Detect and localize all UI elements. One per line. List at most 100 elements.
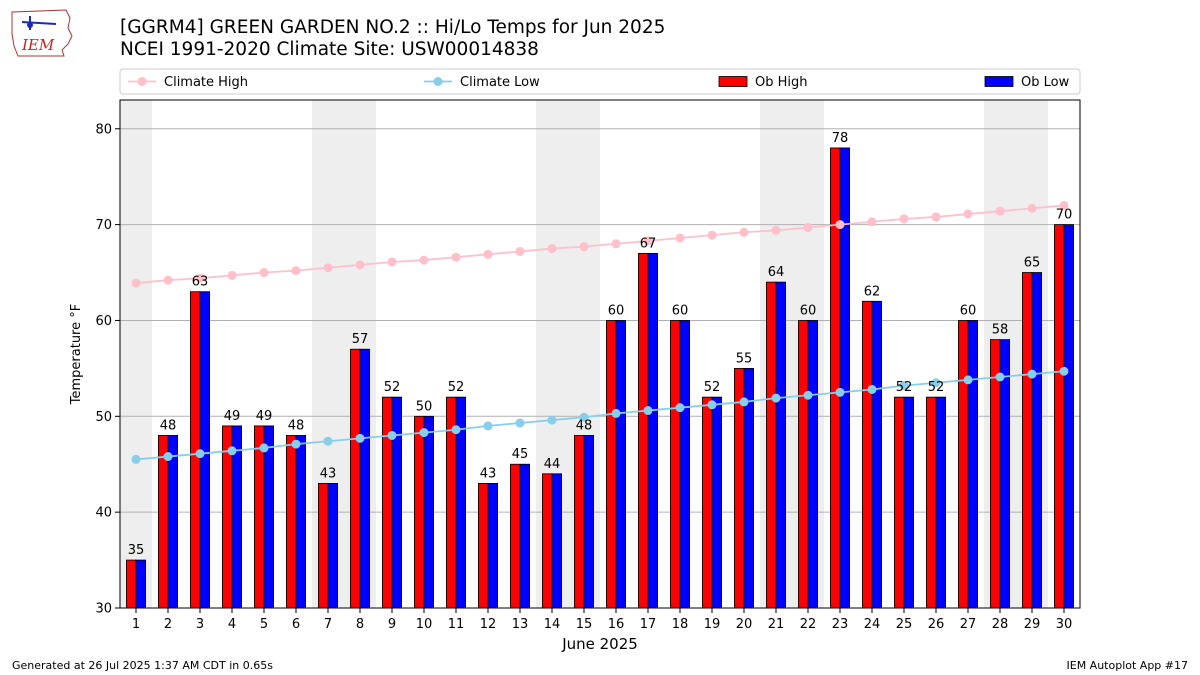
ob-low-bar-day-23 (839, 147, 851, 609)
bar-value-label-day-30: 70 (1056, 208, 1073, 223)
ob-low-bar-day-2 (167, 435, 179, 609)
x-tick-label-18: 18 (672, 617, 689, 632)
climate-high-point-day-29 (1027, 203, 1037, 213)
climate-low-point-day-20 (739, 397, 749, 407)
x-tick-label-30: 30 (1056, 617, 1073, 632)
legend-swatch-ob-low (984, 76, 1014, 87)
ob-low-bar-day-12 (487, 482, 499, 609)
ob-low-bar-day-22 (807, 320, 819, 609)
legend-label-ob-low: Ob Low (1021, 75, 1070, 90)
climate-low-point-day-14 (547, 415, 557, 425)
ob-low-bar-day-5 (263, 425, 275, 609)
climate-high-point-day-20 (739, 227, 749, 237)
ob-low-bar-day-17 (647, 252, 659, 609)
legend-marker-climate-low (433, 77, 443, 86)
y-tick-label-80: 80 (95, 122, 112, 137)
climate-low-point-day-17 (643, 406, 653, 416)
bar-value-label-day-22: 60 (800, 303, 817, 318)
climate-high-point-day-7 (323, 263, 333, 273)
bar-value-label-day-5: 49 (256, 409, 273, 424)
ob-low-bar-day-16 (615, 320, 627, 609)
iem-logo: IEM (11, 9, 73, 57)
climate-high-point-day-21 (771, 225, 781, 235)
climate-low-point-day-26 (931, 378, 941, 388)
climate-low-point-day-16 (611, 408, 621, 418)
x-tick-label-22: 22 (800, 617, 817, 632)
x-tick-label-24: 24 (864, 617, 881, 632)
x-tick-label-16: 16 (608, 617, 625, 632)
climate-low-line (135, 370, 1065, 461)
x-axis-label: June 2025 (561, 635, 638, 653)
climate-high-point-day-5 (259, 268, 269, 278)
ob-high-bar-day-23 (830, 147, 841, 609)
climate-low-point-day-4 (227, 446, 237, 456)
climate-high-point-day-25 (899, 214, 909, 224)
climate-high-point-day-17 (643, 236, 653, 246)
x-tick-label-13: 13 (512, 617, 529, 632)
climate-low-point-day-29 (1027, 369, 1037, 379)
bar-value-label-day-19: 52 (704, 380, 721, 395)
x-tick-label-5: 5 (260, 617, 268, 632)
bar-value-label-day-3: 63 (192, 275, 209, 290)
climate-high-point-day-27 (963, 209, 973, 219)
climate-low-point-day-28 (995, 372, 1005, 382)
bar-value-label-day-24: 62 (864, 284, 881, 299)
climate-high-point-day-12 (483, 249, 493, 259)
bar-value-label-day-4: 49 (224, 409, 241, 424)
x-tick-label-6: 6 (292, 617, 300, 632)
climate-low-point-day-11 (451, 425, 461, 435)
bar-value-label-day-8: 57 (352, 332, 369, 347)
climate-low-point-day-25 (899, 381, 909, 391)
x-tick-label-3: 3 (196, 617, 204, 632)
climate-low-point-day-23 (835, 387, 845, 397)
bar-value-label-day-13: 45 (512, 447, 529, 462)
ob-high-bar-day-12 (477, 482, 489, 609)
climate-low-point-day-27 (963, 375, 973, 385)
y-tick-label-70: 70 (95, 218, 112, 233)
climate-high-point-day-3 (195, 273, 205, 283)
x-tick-label-8: 8 (356, 617, 364, 632)
legend-label-climate-low: Climate Low (460, 75, 540, 90)
ob-low-bar-day-6 (295, 435, 307, 609)
bar-labels: 35 48 63 49 49 48 43 57 52 50 52 43 45 44 48 60 67 60 52 55… (128, 131, 1073, 558)
ob-low-bar-day-1 (135, 559, 147, 609)
legend-label-climate-high: Climate High (164, 75, 248, 90)
climate-high-point-day-16 (611, 239, 621, 249)
climate-low-point-day-5 (259, 443, 269, 453)
x-tick-label-12: 12 (480, 617, 497, 632)
ob-high-bar-day-22 (798, 320, 809, 609)
bar-value-label-day-21: 64 (768, 265, 785, 280)
ob-high-bar-day-1 (126, 559, 137, 609)
climate-low-point-day-19 (707, 400, 717, 410)
climate-high-point-day-18 (675, 233, 685, 243)
climate-high-point-day-28 (995, 206, 1005, 216)
climate-high-point-day-24 (867, 217, 877, 227)
ob-high-bar-day-24 (862, 300, 873, 609)
ob-low-bar-day-27 (967, 320, 979, 609)
ob-low-bar-day-14 (551, 473, 563, 609)
climate-low-point-day-12 (483, 421, 493, 431)
x-tick-label-14: 14 (544, 617, 561, 632)
ob-high-bar-day-7 (317, 482, 329, 609)
chart-title-line2: NCEI 1991-2020 Climate Site: USW00014838 (120, 39, 539, 60)
bar-value-label-day-18: 60 (672, 303, 689, 318)
y-tick-label-30: 30 (95, 602, 112, 617)
climate-low-point-day-22 (803, 390, 813, 400)
y-tick-label-40: 40 (95, 506, 112, 521)
plot-frame (119, 99, 1081, 609)
climate-low-point-day-3 (195, 449, 205, 459)
climate-high-point-day-10 (419, 255, 429, 265)
ob-high-bar-day-21 (766, 281, 777, 609)
climate-high-point-day-30 (1059, 200, 1069, 210)
ob-high-bar-day-13 (509, 463, 521, 609)
climate-low-point-day-1 (131, 454, 141, 464)
ob-low-bar-day-8 (359, 348, 371, 609)
bar-value-label-day-10: 50 (416, 399, 433, 414)
x-tick-label-23: 23 (832, 617, 849, 632)
ob-low-bar-day-7 (327, 482, 339, 609)
bar-value-label-day-25: 52 (896, 380, 913, 395)
ob-high-bar-day-10 (413, 415, 425, 609)
bar-value-label-day-17: 67 (640, 236, 657, 251)
